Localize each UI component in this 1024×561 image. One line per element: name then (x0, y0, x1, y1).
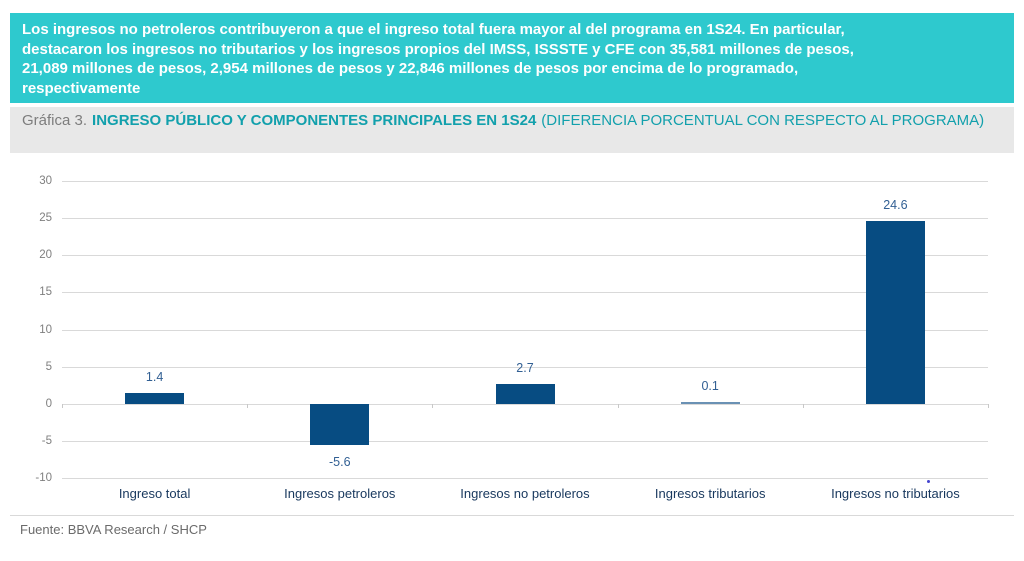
gridline (62, 329, 988, 331)
x-axis-tick (988, 403, 989, 408)
gridline (62, 441, 988, 442)
category-label: Ingresos petroleros (284, 486, 396, 501)
x-axis-tick (802, 403, 804, 408)
chart-title-block: Gráfica 3. INGRESO PÚBLICO Y COMPONENTES … (10, 107, 1014, 153)
y-axis-tick-label: 10 (39, 323, 52, 336)
gridline (62, 255, 988, 257)
gridline (62, 218, 988, 220)
bar-value-label: -5.6 (329, 455, 351, 470)
bar-ingreso-total (125, 393, 185, 404)
y-axis-tick-label: 5 (45, 360, 52, 373)
y-axis-tick-label: 20 (39, 249, 52, 262)
summary-banner: Los ingresos no petroleros contribuyeron… (10, 13, 1014, 103)
bar-value-label: 1.4 (145, 370, 164, 385)
category-label: Ingresos tributarios (654, 486, 766, 501)
category-label: Ingreso total (118, 486, 191, 501)
bar-value-label: 0.1 (701, 378, 719, 393)
y-axis-tick-label: -5 (41, 435, 52, 447)
footer-divider (10, 515, 1014, 516)
y-axis-tick-label: 0 (45, 397, 52, 410)
category-label: Ingresos no tributarios (831, 486, 960, 501)
chart-title: INGRESO PÚBLICO Y COMPONENTES PRINCIPALE… (92, 112, 537, 129)
bar-ingresos-tributarios (680, 401, 740, 404)
x-axis-tick (432, 403, 434, 408)
x-axis-tick (617, 403, 619, 408)
footnote-dot (927, 480, 930, 483)
bar-ingresos-petroleros (310, 403, 370, 446)
gridline (62, 366, 988, 368)
bar-ingresos-no-tributarios (865, 221, 925, 404)
y-axis-tick-label: 30 (39, 175, 52, 187)
gridline (62, 478, 988, 480)
category-label: Ingresos no petroleros (460, 486, 590, 501)
source-note: Fuente: BBVA Research / SHCP (20, 522, 207, 537)
bar-value-label: 2.7 (516, 360, 534, 375)
bar-value-label: 24.6 (883, 198, 908, 213)
y-axis-tick-label: 15 (39, 286, 52, 299)
gridline (62, 292, 988, 294)
chart-number-prefix: Gráfica 3. (22, 112, 88, 129)
y-axis-tick-label: 25 (39, 212, 52, 225)
chart-subtitle: (DIFERENCIA PORCENTUAL CON RESPECTO AL P… (541, 112, 985, 129)
x-axis-tick (247, 403, 249, 408)
gridline (62, 181, 988, 182)
y-axis-tick-label: -10 (35, 472, 52, 485)
x-axis-line (62, 403, 988, 405)
bar-ingresos-no-petroleros (495, 383, 555, 404)
x-axis-tick (62, 403, 63, 408)
